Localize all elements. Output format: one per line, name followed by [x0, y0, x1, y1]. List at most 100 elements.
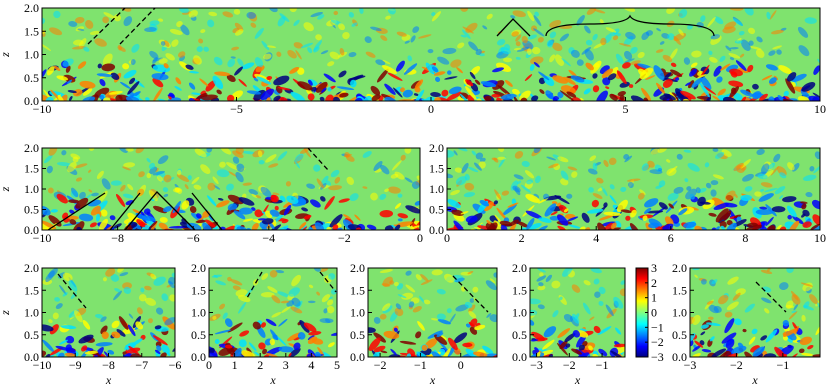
- x-tick-label: −3: [684, 358, 697, 372]
- field-blob: [512, 10, 526, 18]
- field-blob: [450, 59, 462, 68]
- field-blob: [78, 334, 94, 344]
- field-blob: [379, 193, 387, 200]
- field-blob: [136, 219, 146, 228]
- field-blob: [491, 93, 501, 98]
- field-blob: [515, 56, 521, 60]
- y-tick-label: 2.0: [672, 261, 687, 275]
- field-blob: [777, 95, 785, 101]
- field-blob: [708, 212, 717, 217]
- field-blob: [140, 287, 145, 293]
- field-blob: [552, 75, 568, 84]
- field-blob: [561, 58, 571, 67]
- field-blob: [216, 89, 222, 95]
- field-blob: [765, 329, 778, 343]
- field-blob: [714, 16, 724, 25]
- field-blob: [733, 214, 742, 219]
- field-blob: [526, 179, 534, 185]
- field-blob: [456, 67, 464, 74]
- field-blob: [733, 162, 744, 172]
- field-blob: [683, 221, 697, 229]
- field-blob: [565, 343, 571, 348]
- field-blob: [623, 154, 630, 160]
- field-blob: [212, 315, 217, 320]
- x-tick-label: 2: [257, 358, 263, 372]
- field-blob: [401, 292, 414, 300]
- field-blob: [728, 80, 744, 88]
- field-blob: [705, 182, 712, 189]
- field-blob: [521, 160, 530, 168]
- field-blob: [174, 86, 182, 91]
- field-blob: [592, 193, 603, 199]
- field-blob: [148, 162, 156, 170]
- field-blob: [619, 81, 630, 88]
- field-blob: [156, 175, 163, 182]
- field-blob: [226, 183, 234, 191]
- field-blob: [315, 34, 322, 41]
- field-blob: [482, 25, 488, 30]
- x-tick-label: 4: [593, 231, 599, 245]
- field-blob: [123, 162, 136, 168]
- field-blob: [216, 169, 230, 178]
- field-blob: [387, 8, 396, 15]
- field-blob: [450, 189, 460, 196]
- field-blob: [590, 268, 602, 274]
- field-blob: [69, 95, 73, 101]
- field-blob: [88, 169, 92, 173]
- field-blob: [483, 201, 494, 212]
- field-blob: [707, 16, 716, 28]
- field-blob: [473, 162, 482, 171]
- field-blob: [69, 219, 77, 225]
- field-blob: [583, 88, 591, 95]
- field-blob: [653, 65, 665, 81]
- field-blob: [150, 273, 157, 280]
- field-blob: [226, 74, 236, 83]
- field-blob: [675, 77, 680, 82]
- field-blob: [129, 77, 136, 85]
- field-blob: [162, 206, 172, 213]
- field-blob: [338, 198, 350, 203]
- field-blob: [576, 59, 584, 66]
- field-blob: [496, 39, 506, 46]
- field-blob: [273, 75, 290, 86]
- field-blob: [251, 193, 258, 198]
- annotation-line: [191, 192, 223, 231]
- field-blob: [333, 10, 339, 16]
- field-blob: [779, 172, 787, 179]
- field-blob: [163, 174, 172, 183]
- field-blob: [533, 15, 542, 27]
- field-blob: [535, 351, 541, 357]
- colorbar-tick-label: 2: [651, 276, 657, 290]
- field-blob: [68, 279, 78, 292]
- field-blob: [283, 204, 292, 216]
- field-blob: [268, 8, 278, 13]
- field-blob: [486, 219, 491, 225]
- field-blob: [468, 41, 479, 52]
- field-blob: [650, 148, 660, 155]
- x-tick-label: −9: [69, 358, 82, 372]
- field-blob: [412, 305, 422, 313]
- field-blob: [691, 50, 702, 58]
- field-blob: [705, 96, 711, 101]
- field-blob: [267, 224, 282, 230]
- field-blob: [394, 202, 402, 209]
- field-blob: [454, 167, 463, 173]
- field-blob: [719, 63, 731, 71]
- field-blob: [729, 68, 743, 77]
- field-blob: [673, 35, 682, 46]
- field-blob: [765, 64, 778, 71]
- field-blob: [517, 221, 529, 228]
- y-tick-label: 0.5: [672, 328, 687, 342]
- field-blob: [108, 91, 123, 95]
- field-blob: [117, 268, 125, 273]
- field-blob: [728, 53, 741, 59]
- field-blob: [109, 98, 118, 101]
- field-blob: [556, 342, 568, 356]
- field-blob: [373, 161, 383, 171]
- field-blob: [549, 54, 556, 63]
- field-blob: [742, 173, 754, 182]
- field-blob: [351, 22, 358, 27]
- y-tick-label: 0.0: [350, 350, 365, 364]
- field-blob: [219, 303, 226, 310]
- field-blob: [63, 74, 76, 83]
